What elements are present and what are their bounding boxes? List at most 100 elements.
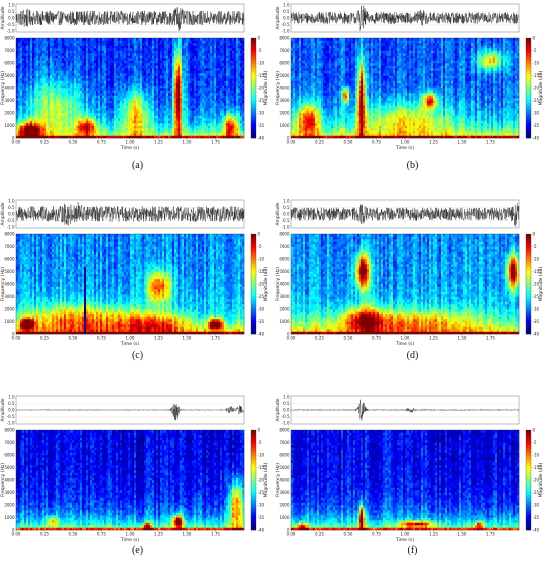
spectrogram-cell: [176, 41, 178, 44]
spectrogram-cell: [80, 128, 82, 131]
spectrogram-cell: [162, 116, 164, 119]
spectrogram-cell: [18, 118, 20, 121]
spectrogram-cell: [206, 118, 208, 121]
spectrogram-cell: [230, 68, 232, 71]
spectrogram-cell: [184, 68, 186, 71]
spectrogram-cell: [88, 58, 90, 61]
spectrogram-cell: [228, 83, 230, 86]
spectrogram-cell: [90, 123, 92, 126]
spectrogram-cell: [16, 91, 18, 94]
spectrogram-cell: [50, 88, 52, 91]
spectrogram-cell: [110, 131, 112, 134]
spectrogram-cell: [92, 73, 94, 76]
spectrogram-cell: [74, 98, 76, 101]
spectrogram-cell: [142, 86, 144, 89]
spectrogram-cell: [110, 121, 112, 124]
spectrogram-cell: [222, 78, 224, 81]
spectrogram-cell: [124, 73, 126, 76]
spectrogram-cell: [114, 118, 116, 121]
spectrogram-cell: [192, 96, 194, 99]
spectrogram-cell: [146, 56, 148, 59]
spectrogram-cell: [96, 61, 98, 64]
spectrogram-cell: [62, 98, 64, 101]
spectrogram-cell: [291, 98, 293, 101]
spectrogram-cell: [74, 43, 76, 46]
spectrogram-cell: [184, 73, 186, 76]
spectrogram-cell: [22, 113, 24, 116]
spectrogram-cell: [232, 116, 234, 119]
spectrogram-cell: [136, 63, 138, 66]
spectrogram-cell: [154, 66, 156, 69]
spectrogram-cell: [42, 96, 44, 99]
spectrogram-cell: [146, 51, 148, 54]
spectrogram-cell: [70, 73, 72, 76]
spectrogram-cell: [134, 73, 136, 76]
spectrogram-cell: [194, 71, 196, 74]
spectrogram-cell: [174, 118, 176, 121]
spectrogram-cell: [110, 88, 112, 91]
spectrogram-cell: [142, 88, 144, 91]
spectrogram-cell: [48, 133, 50, 136]
spectrogram-cell: [80, 38, 82, 41]
spectrogram-cell: [98, 78, 100, 81]
spectrogram-cell: [96, 71, 98, 74]
waveform-ylabel: Amplitude: [0, 6, 6, 29]
spectrogram-cell: [192, 71, 194, 74]
spectrogram-cell: [198, 58, 200, 61]
spectrogram-cell: [168, 68, 170, 71]
spectrogram-cell: [206, 86, 208, 89]
spectrogram-cell: [224, 91, 226, 94]
spectrogram-cell: [138, 108, 140, 111]
spectrogram-cell: [110, 78, 112, 81]
spectrogram-cell: [78, 108, 80, 111]
spectrogram-cell: [184, 38, 186, 41]
spectrogram-cell: [114, 123, 116, 126]
spectrogram-cell: [94, 61, 96, 64]
spectrogram-cell: [114, 106, 116, 109]
spectrogram-cell: [64, 73, 66, 76]
spectrogram-cell: [76, 63, 78, 66]
spectrogram-cell: [206, 56, 208, 59]
spectrogram-cell: [34, 133, 36, 136]
spectrogram-cell: [28, 96, 30, 99]
spectrogram-cell: [74, 81, 76, 84]
spectrogram-cell: [102, 56, 104, 59]
spectrogram-cell: [94, 51, 96, 54]
spectrogram-cell: [140, 98, 142, 101]
spectrogram-cell: [152, 91, 154, 94]
spectrogram-cell: [124, 76, 126, 79]
spectrogram-cell: [152, 98, 154, 101]
spectrogram-cell: [142, 51, 144, 54]
spectrogram-cell: [34, 83, 36, 86]
spectrogram-cell: [42, 116, 44, 119]
spectrogram-cell: [176, 128, 178, 131]
waveform-ytick-label: 0.0: [283, 15, 290, 20]
spectrogram-cell: [295, 91, 297, 94]
spectrogram-cell: [228, 81, 230, 84]
spectrogram-cell: [182, 86, 184, 89]
spectrogram-cell: [74, 66, 76, 69]
spectrogram-cell: [176, 63, 178, 66]
spectrogram-cell: [182, 78, 184, 81]
spectrogram-cell: [40, 53, 42, 56]
spectrogram-cell: [102, 58, 104, 61]
spectrogram-cell: [293, 76, 295, 79]
spectrogram-cell: [36, 41, 38, 44]
spectrogram-cell: [226, 91, 228, 94]
spectrogram-cell: [50, 123, 52, 126]
spectrogram-cell: [170, 93, 172, 96]
spectrogram-cell: [116, 58, 118, 61]
spectrogram-cell: [82, 61, 84, 64]
spectrogram-cell: [146, 46, 148, 49]
spectrogram-cell: [206, 91, 208, 94]
spectrogram-cell: [92, 43, 94, 46]
spectrogram-cell: [54, 126, 56, 129]
spectrogram-cell: [170, 76, 172, 79]
spectrogram-cell: [102, 101, 104, 104]
spectrogram-cell: [102, 116, 104, 119]
spectrogram-cell: [72, 116, 74, 119]
spectrogram-cell: [174, 78, 176, 81]
spectrogram-cell: [32, 73, 34, 76]
spectrogram-cell: [46, 68, 48, 71]
spectrogram-cell: [100, 43, 102, 46]
